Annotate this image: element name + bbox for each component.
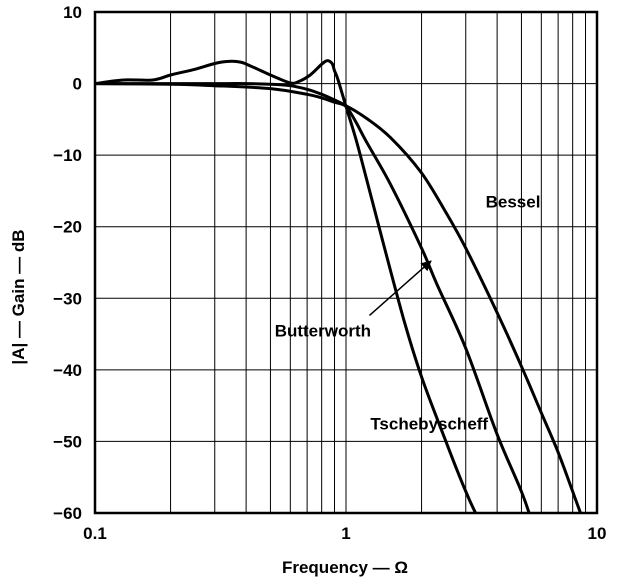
series-line-bessel bbox=[95, 82, 583, 513]
y-tick-label: −40 bbox=[53, 361, 82, 380]
annotation-arrow bbox=[368, 260, 432, 317]
annotation-tschebyscheff: Tschebyscheff bbox=[370, 415, 488, 434]
annotations: Bessel Butterworth Tschebyscheff bbox=[275, 193, 541, 434]
y-axis-label: |A| — Gain — dB bbox=[9, 229, 28, 364]
annotation-bessel: Bessel bbox=[486, 193, 541, 212]
annotation-butterworth: Butterworth bbox=[275, 321, 371, 340]
x-tick-label: 10 bbox=[588, 524, 607, 543]
curves bbox=[95, 59, 583, 513]
y-tick-label: −30 bbox=[53, 289, 82, 308]
y-tick-label: −20 bbox=[53, 218, 82, 237]
y-tick-label: −60 bbox=[53, 504, 82, 523]
y-tick-label: −50 bbox=[53, 432, 82, 451]
series-line-tschebyscheff bbox=[95, 59, 478, 513]
y-tick-label: 10 bbox=[63, 3, 82, 22]
x-axis-label: Frequency — Ω bbox=[282, 558, 408, 577]
y-tick-label: −10 bbox=[53, 146, 82, 165]
gridlines bbox=[95, 12, 597, 513]
plot-frame bbox=[93, 10, 599, 515]
y-tick-label: 0 bbox=[73, 75, 82, 94]
tick-labels: 0.1 1 10 10 0 −10 −20 −30 −40 −50 −60 bbox=[53, 3, 606, 543]
series-line-butterworth bbox=[95, 82, 531, 513]
x-tick-label: 1 bbox=[341, 524, 350, 543]
x-tick-label: 0.1 bbox=[83, 524, 107, 543]
